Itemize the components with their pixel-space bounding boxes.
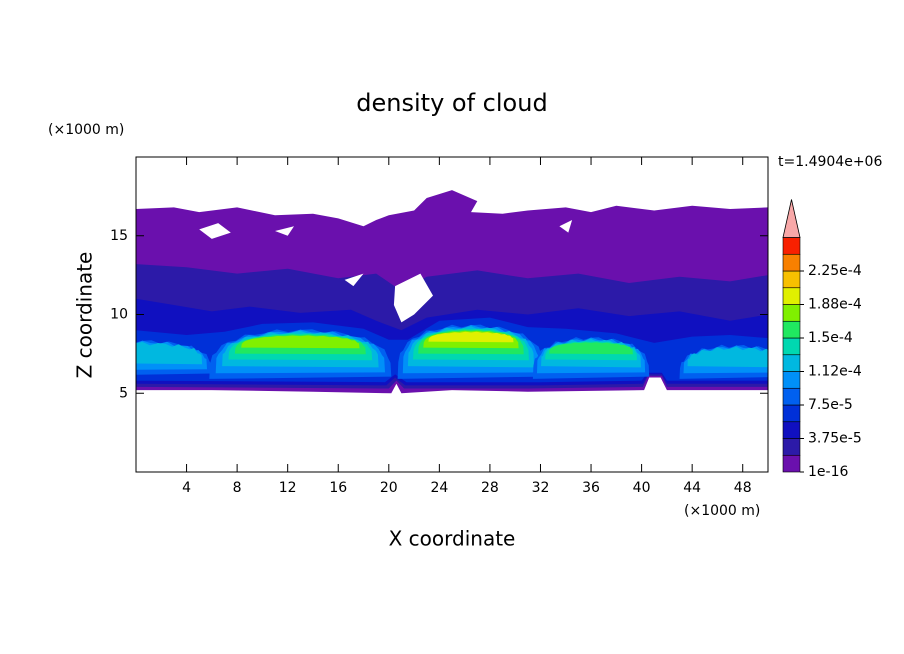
colorbar-box [782,253,801,272]
gap [559,220,573,233]
time-label: t=1.4904e+06 [778,154,882,170]
x-tick-label: 28 [481,480,499,496]
x-unit: (×1000 m) [684,503,760,519]
colorbar-box [782,404,801,423]
colorbar-label: 2.25e-4 [808,263,862,279]
gap [393,273,433,323]
colorbar-box [782,287,801,305]
colorbar-over [782,199,801,238]
colorbar-box [782,270,801,289]
contour-region [687,346,768,368]
y-axis-label: Z coordinate [73,252,97,379]
colorbar-box [782,304,801,322]
colorbar-label: 1.88e-4 [808,297,862,313]
gap [344,273,364,287]
contour-region [428,331,514,343]
colorbar-box [782,421,801,439]
colorbar-box [782,354,801,372]
x-tick-label: 24 [430,480,448,496]
gap [275,226,294,236]
x-tick-label: 4 [182,480,191,496]
x-tick-label: 48 [734,480,752,496]
x-tick-label: 40 [633,480,651,496]
colorbar-box [782,320,801,339]
y-tick-label: 5 [119,385,128,401]
contour-field [136,190,768,394]
colorbar-box [782,438,801,456]
y-tick-label: 15 [110,228,128,244]
x-tick-label: 36 [582,480,600,496]
x-tick-label: 32 [532,480,550,496]
x-tick-label: 12 [279,480,297,496]
gap [199,223,231,239]
contour-region [241,335,360,349]
colorbar-label: 1e-16 [808,464,848,480]
colorbar-box [782,237,801,255]
colorbar-box [782,371,801,389]
colorbar-label: 3.75e-5 [808,431,862,447]
colorbar-label: 1.12e-4 [808,364,862,380]
contour-region [136,341,203,365]
x-tick-label: 20 [380,480,398,496]
x-axis-label: X coordinate [389,527,516,551]
contour-region [549,342,633,355]
colorbar-box [782,337,801,356]
y-tick-label: 10 [110,307,128,323]
colorbar-box [782,387,801,406]
x-tick-label: 8 [233,480,242,496]
colorbar-box [782,454,801,473]
chart-title: density of cloud [356,89,547,117]
colorbar-label: 1.5e-4 [808,330,853,346]
y-unit: (×1000 m) [48,122,124,138]
x-tick-label: 44 [683,480,701,496]
x-tick-label: 16 [329,480,347,496]
colorbar-label: 7.5e-5 [808,397,853,413]
